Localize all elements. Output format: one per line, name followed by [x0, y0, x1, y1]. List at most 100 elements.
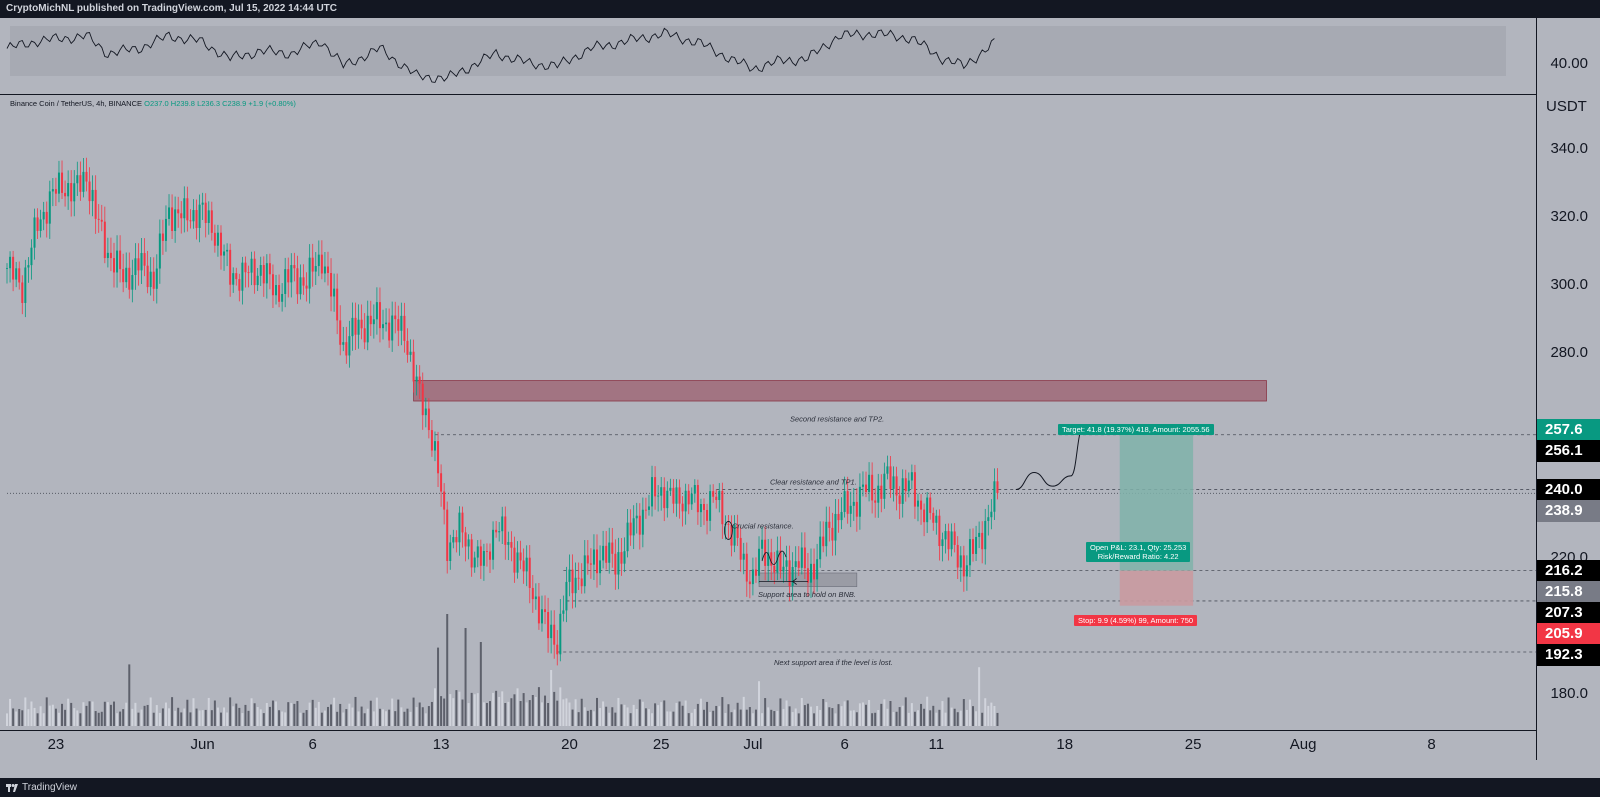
- volume-bar: [299, 712, 302, 726]
- volume-bar: [968, 699, 971, 726]
- volume-bar: [39, 706, 42, 726]
- candle-body: [369, 315, 372, 325]
- candle-body: [828, 521, 831, 528]
- candle-body: [544, 609, 547, 613]
- volume-bar: [858, 703, 861, 726]
- volume-bar: [406, 708, 409, 726]
- candle-body: [690, 493, 693, 505]
- candle-body: [644, 509, 647, 511]
- candle-body: [250, 258, 253, 273]
- volume-bar: [776, 710, 779, 726]
- candle-body: [51, 189, 54, 192]
- time-axis[interactable]: [0, 730, 1536, 761]
- candle-body: [892, 476, 895, 489]
- candle-body: [589, 563, 592, 565]
- volume-bar: [155, 705, 158, 726]
- candle-body: [834, 513, 837, 541]
- projection-path: [1015, 427, 1084, 491]
- volume-bar: [375, 697, 378, 726]
- volume-bar: [516, 688, 519, 726]
- volume-bar: [24, 697, 27, 726]
- volume-bar: [568, 702, 571, 726]
- candle-body: [15, 268, 18, 280]
- price-tick-label: 320.0: [1550, 208, 1588, 226]
- candle-body: [27, 265, 30, 268]
- volume-bar: [987, 705, 990, 726]
- pane-separator[interactable]: [0, 94, 1600, 95]
- candle-body: [657, 495, 660, 497]
- open-pnl-label: Open P&L: 23.1, Qty: 25.253 Risk/Reward …: [1086, 541, 1191, 562]
- support-price-tag: 215.8: [1537, 580, 1600, 603]
- volume-bar: [586, 710, 589, 726]
- volume-bar: [158, 712, 161, 726]
- candle-body: [265, 263, 268, 284]
- candle-body: [849, 505, 852, 514]
- candle-body: [30, 247, 33, 266]
- candle-body: [660, 487, 663, 496]
- rsi-band: [10, 26, 1506, 76]
- candle-body: [663, 487, 666, 509]
- volume-bar: [394, 711, 397, 726]
- candle-body: [953, 531, 956, 545]
- volume-bar: [953, 708, 956, 726]
- volume-bar: [449, 694, 452, 726]
- volume-bar: [681, 705, 684, 726]
- candle-body: [990, 511, 993, 518]
- candle-body: [452, 537, 455, 543]
- volume-bar: [216, 707, 219, 726]
- volume-bar: [965, 709, 968, 726]
- volume-bar: [149, 697, 152, 726]
- price-chart[interactable]: Second resistance and TP2. Clear resistan…: [0, 0, 1536, 760]
- candle-body: [330, 273, 333, 297]
- currency-label: USDT: [1546, 98, 1587, 115]
- volume-bar: [73, 708, 76, 726]
- candle-body: [871, 474, 874, 501]
- volume-bar: [134, 702, 137, 726]
- candle-body: [950, 531, 953, 550]
- candle-body: [684, 490, 687, 512]
- volume-bar: [712, 710, 715, 726]
- candle-body: [501, 516, 504, 532]
- candle-body: [638, 515, 641, 535]
- candle-body: [620, 552, 623, 564]
- candle-body: [831, 527, 834, 541]
- volume-bar: [88, 701, 91, 726]
- candle-body: [715, 496, 718, 501]
- volume-bar: [339, 703, 342, 726]
- volume-bar: [730, 712, 733, 726]
- candle-body: [782, 566, 785, 572]
- price-tick-label: 280.0: [1550, 344, 1588, 362]
- tradingview-logo-icon: [6, 784, 18, 792]
- candle-body: [562, 610, 565, 614]
- volume-bar: [168, 708, 171, 726]
- candle-body: [382, 324, 385, 329]
- candle-body: [632, 518, 635, 536]
- candle-body: [898, 495, 901, 504]
- candle-body: [262, 264, 265, 284]
- candle-body: [45, 211, 48, 224]
- volume-bar: [950, 707, 953, 726]
- candle-body: [938, 515, 941, 547]
- volume-bar: [106, 702, 109, 726]
- candle-body: [372, 319, 375, 325]
- volume-bar: [363, 713, 366, 726]
- volume-bar: [932, 705, 935, 726]
- volume-bar: [666, 711, 669, 726]
- volume-bar: [446, 614, 449, 726]
- candle-body: [183, 198, 186, 219]
- volume-bar: [82, 702, 85, 726]
- candle-body: [354, 317, 357, 335]
- candle-body: [345, 342, 348, 356]
- volume-bar: [213, 700, 216, 726]
- candle-body: [192, 210, 195, 222]
- price-tick-label: 340.0: [1550, 140, 1588, 157]
- volume-bar: [525, 702, 528, 726]
- candle-body: [721, 490, 724, 525]
- volume-bar: [9, 698, 12, 726]
- stop-label: Stop: 9.9 (4.59%) 99, Amount: 750: [1074, 614, 1198, 626]
- candle-body: [287, 269, 290, 283]
- volume-bar: [739, 709, 742, 726]
- volume-bar: [302, 712, 305, 726]
- volume-bar: [278, 710, 281, 726]
- volume-bar: [323, 710, 326, 726]
